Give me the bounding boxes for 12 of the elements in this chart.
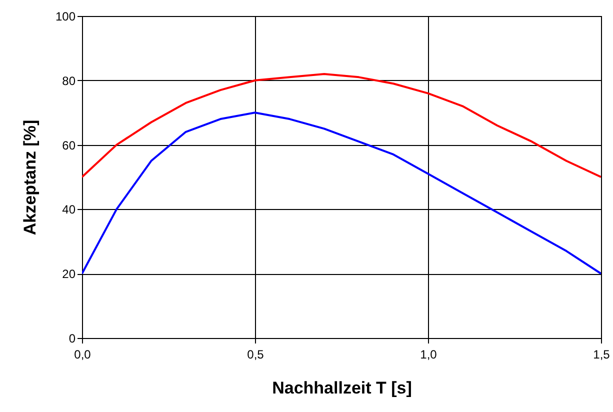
x-tick-label: 1,5: [593, 348, 610, 362]
x-tick-label: 0,0: [74, 348, 92, 362]
y-axis-title: Akzeptanz [%]: [20, 120, 40, 236]
y-tick-label: 20: [62, 267, 76, 282]
y-tick-label: 60: [62, 138, 76, 152]
x-tick-label: 0,5: [247, 348, 264, 362]
y-tick-label: 100: [55, 10, 76, 24]
y-tick-label: 80: [62, 74, 76, 88]
y-tick-label: 40: [62, 202, 76, 217]
y-tick-label: 0: [68, 332, 76, 346]
x-tick-label: 1,0: [420, 348, 438, 362]
x-axis-title: Nachhallzeit T [s]: [272, 378, 412, 398]
